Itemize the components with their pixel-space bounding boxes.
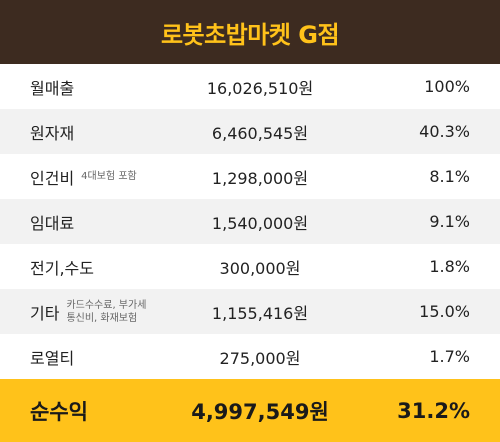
row-amount: 16,026,510원 — [206, 78, 314, 98]
row-label: 기타 — [30, 303, 60, 323]
row-label-cell: 임대료 — [0, 210, 190, 234]
row-amount: 1,540,000원 — [211, 213, 309, 233]
row-amount: 300,000원 — [219, 258, 301, 278]
total-label: 순수익 — [30, 399, 88, 424]
row-note-line: 카드수수료, 부가세 — [66, 299, 147, 311]
row-amount: 275,000원 — [219, 348, 301, 368]
table-row: 원자재 6,460,545원 40.3% — [0, 109, 500, 154]
table-row: 기타 카드수수료, 부가세 통신비, 화재보험 1,155,416원 15.0% — [0, 289, 500, 334]
row-note-line: 통신비, 화재보험 — [66, 312, 138, 324]
row-percent: 1.7% — [429, 347, 470, 366]
row-label-cell: 월매출 — [0, 75, 190, 99]
total-amount: 4,997,549원 — [191, 399, 329, 424]
row-amount: 1,155,416원 — [211, 303, 309, 323]
row-note: 4대보험 포함 — [81, 171, 137, 182]
cost-table: 월매출 16,026,510원 100% 원자재 6,460,545원 40.3… — [0, 64, 500, 379]
table-row: 인건비 4대보험 포함 1,298,000원 8.1% — [0, 154, 500, 199]
table-row: 임대료 1,540,000원 9.1% — [0, 199, 500, 244]
row-label: 원자재 — [30, 123, 75, 143]
row-percent: 8.1% — [429, 167, 470, 186]
row-label: 로열티 — [30, 348, 75, 368]
row-label-cell: 인건비 4대보험 포함 — [0, 165, 190, 189]
total-row: 순수익 4,997,549원 31.2% — [0, 379, 500, 442]
row-label-cell: 원자재 — [0, 120, 190, 144]
row-label: 인건비 — [30, 168, 75, 188]
total-percent: 31.2% — [397, 398, 470, 423]
row-label-cell: 로열티 — [0, 345, 190, 369]
row-label-cell: 전기,수도 — [0, 255, 190, 279]
row-note: 카드수수료, 부가세 통신비, 화재보험 — [66, 299, 146, 325]
row-label-cell: 기타 카드수수료, 부가세 통신비, 화재보험 — [0, 299, 190, 325]
row-percent: 9.1% — [429, 212, 470, 231]
row-label: 월매출 — [30, 78, 75, 98]
row-amount: 1,298,000원 — [211, 168, 309, 188]
row-percent: 100% — [424, 77, 470, 96]
row-percent: 15.0% — [419, 302, 470, 321]
row-amount: 6,460,545원 — [211, 123, 309, 143]
table-row: 전기,수도 300,000원 1.8% — [0, 244, 500, 289]
total-label-cell: 순수익 — [0, 396, 190, 426]
row-percent: 40.3% — [419, 122, 470, 141]
row-percent: 1.8% — [429, 257, 470, 276]
table-header: 로봇초밥마켓 G점 — [0, 0, 500, 64]
row-label: 임대료 — [30, 213, 75, 233]
table-row: 월매출 16,026,510원 100% — [0, 64, 500, 109]
page-title: 로봇초밥마켓 G점 — [160, 20, 340, 49]
row-label: 전기,수도 — [30, 258, 94, 278]
table-row: 로열티 275,000원 1.7% — [0, 334, 500, 379]
